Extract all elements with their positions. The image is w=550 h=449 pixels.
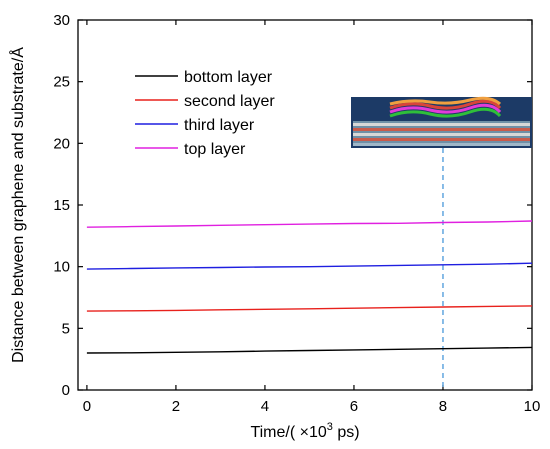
y-axis-label: Distance between graphene and substrate/…: [8, 47, 27, 363]
y-tick-label: 5: [62, 320, 70, 337]
x-axis-label-prefix: Time/( ×10: [250, 424, 326, 441]
legend-label-2: third layer: [184, 117, 255, 134]
y-tick-label: 30: [53, 12, 70, 29]
series-line-1: [86, 305, 533, 312]
y-axis-ticks: 0 5 10 15 20 25 30: [53, 12, 532, 399]
x-tick-label: 4: [261, 398, 269, 415]
y-tick-label: 0: [62, 382, 70, 399]
x-axis-label: Time/( ×103 ps): [250, 421, 359, 441]
series-line-0: [86, 346, 533, 354]
x-tick-label: 0: [83, 398, 91, 415]
x-tick-label: 6: [350, 398, 358, 415]
legend-label-3: top layer: [184, 141, 246, 158]
y-tick-label: 15: [53, 197, 70, 214]
y-tick-label: 10: [53, 259, 70, 276]
legend: bottom layer second layer third layer top l…: [135, 69, 275, 158]
legend-label-1: second layer: [184, 93, 275, 110]
y-tick-label: 20: [53, 135, 70, 152]
x-tick-label: 8: [439, 398, 447, 415]
y-tick-label: 25: [53, 74, 70, 91]
series-layer: [86, 220, 533, 354]
x-axis-ticks: 0 2 4 6 8 10: [83, 20, 541, 415]
x-tick-label: 2: [172, 398, 180, 415]
x-tick-label: 10: [524, 398, 541, 415]
x-axis-label-suffix: ps): [333, 424, 360, 441]
x-axis-label-sup: 3: [327, 421, 333, 433]
series-line-3: [86, 220, 533, 228]
legend-label-0: bottom layer: [184, 69, 273, 86]
series-line-2: [86, 262, 533, 270]
inset-structure-image: [351, 96, 532, 148]
